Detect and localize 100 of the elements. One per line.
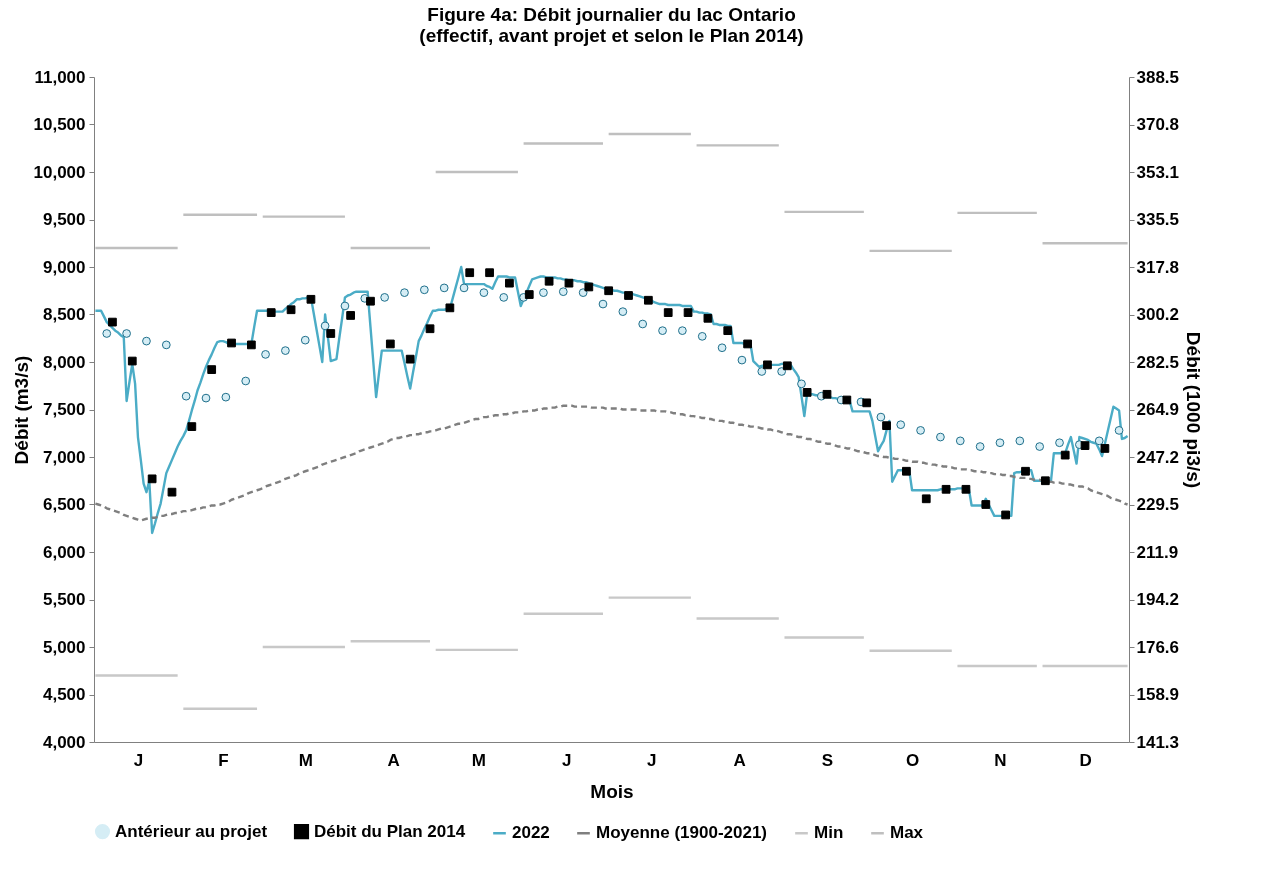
x-tick-label: A	[733, 750, 746, 770]
point	[108, 317, 117, 327]
y2-tick-label: 353.1	[1136, 162, 1180, 182]
y-tick-label: 11,000	[34, 67, 86, 87]
point	[306, 294, 316, 304]
y2-tick-label: 211.9	[1136, 542, 1179, 562]
point	[346, 311, 355, 320]
y2-tick-label: 388.5	[1136, 67, 1180, 87]
point	[564, 278, 574, 288]
y2-axis-title: Débit (1000 pi3/s)	[1183, 331, 1205, 489]
y-tick-label: 8,500	[42, 305, 86, 324]
point	[921, 494, 931, 504]
point	[842, 395, 852, 405]
point	[366, 296, 375, 306]
point	[167, 487, 177, 497]
point	[1021, 466, 1030, 476]
y-tick-label: 5,000	[42, 637, 86, 657]
y2-tick-label: 158.9	[1136, 685, 1180, 705]
y2-tick-label: 176.6	[1136, 637, 1180, 657]
legend-label: Min	[814, 823, 844, 843]
point	[465, 268, 475, 278]
point	[102, 329, 112, 338]
y-tick-label: 7,500	[42, 400, 86, 419]
x-tick-label: D	[1079, 750, 1092, 770]
point	[558, 287, 568, 297]
y-tick-label: 4,500	[42, 685, 86, 704]
point	[385, 339, 395, 349]
point	[618, 307, 628, 317]
point	[459, 283, 469, 293]
point	[822, 389, 832, 399]
point	[578, 288, 588, 298]
y-axis-title: Débit (m3/s)	[10, 355, 32, 465]
point	[261, 350, 270, 359]
point	[737, 355, 747, 365]
point	[941, 484, 951, 494]
point	[1001, 510, 1011, 520]
point	[187, 422, 197, 431]
point	[743, 339, 752, 349]
x-tick-label: M	[298, 750, 313, 770]
y-tick-label: 6,000	[42, 542, 86, 562]
point	[763, 360, 772, 370]
point	[723, 326, 733, 336]
point	[241, 376, 251, 386]
point	[902, 466, 911, 476]
x-tick-label: O	[905, 750, 920, 770]
point	[955, 436, 965, 446]
y-tick-label: 4,000	[42, 732, 86, 752]
point	[882, 421, 891, 431]
point	[1080, 441, 1090, 450]
y2-tick-label: 264.9	[1136, 400, 1180, 419]
point	[326, 329, 336, 338]
point	[896, 420, 906, 430]
y-tick-label: 5,500	[42, 590, 86, 609]
point	[663, 308, 673, 317]
point	[1040, 476, 1050, 486]
point	[981, 500, 991, 509]
point	[247, 340, 256, 350]
x-tick-label: A	[387, 750, 400, 770]
point	[485, 268, 494, 278]
y-tick-label: 7,000	[42, 447, 86, 467]
point	[499, 293, 509, 302]
y-tick-label: 9,500	[42, 210, 86, 229]
point	[697, 331, 707, 341]
point	[439, 283, 449, 293]
chart-title: Figure 4a: Débit journalier du lac Ontario	[427, 4, 796, 25]
y2-tick-label: 141.3	[1136, 732, 1180, 752]
point	[286, 305, 296, 315]
point	[445, 303, 455, 313]
point	[1100, 444, 1110, 453]
y-tick-label: 9,000	[42, 257, 86, 277]
y-tick-label: 8,000	[42, 352, 86, 372]
point	[1035, 442, 1045, 451]
x-axis-title: Mois	[590, 780, 634, 802]
point	[300, 335, 310, 345]
x-tick-label: J	[133, 750, 144, 770]
y2-tick-label: 335.5	[1136, 210, 1180, 230]
y2-tick-label: 370.8	[1136, 115, 1180, 135]
point	[281, 346, 290, 355]
point	[936, 432, 945, 442]
point	[266, 308, 276, 317]
point	[876, 412, 886, 422]
x-tick-label: M	[471, 750, 486, 770]
point	[479, 288, 489, 298]
point	[544, 276, 554, 286]
y-tick-label: 10,000	[33, 162, 86, 182]
point	[161, 340, 171, 350]
point	[227, 338, 236, 348]
point	[782, 361, 792, 371]
y-tick-label: 6,500	[42, 495, 86, 514]
point	[122, 329, 131, 338]
point	[797, 379, 806, 389]
point	[624, 291, 633, 300]
point	[1055, 438, 1064, 448]
point	[1015, 436, 1025, 446]
point	[995, 438, 1005, 448]
point	[505, 278, 514, 288]
point	[320, 321, 330, 331]
point	[425, 324, 435, 334]
point	[221, 392, 231, 402]
x-tick-label: N	[994, 750, 1007, 770]
